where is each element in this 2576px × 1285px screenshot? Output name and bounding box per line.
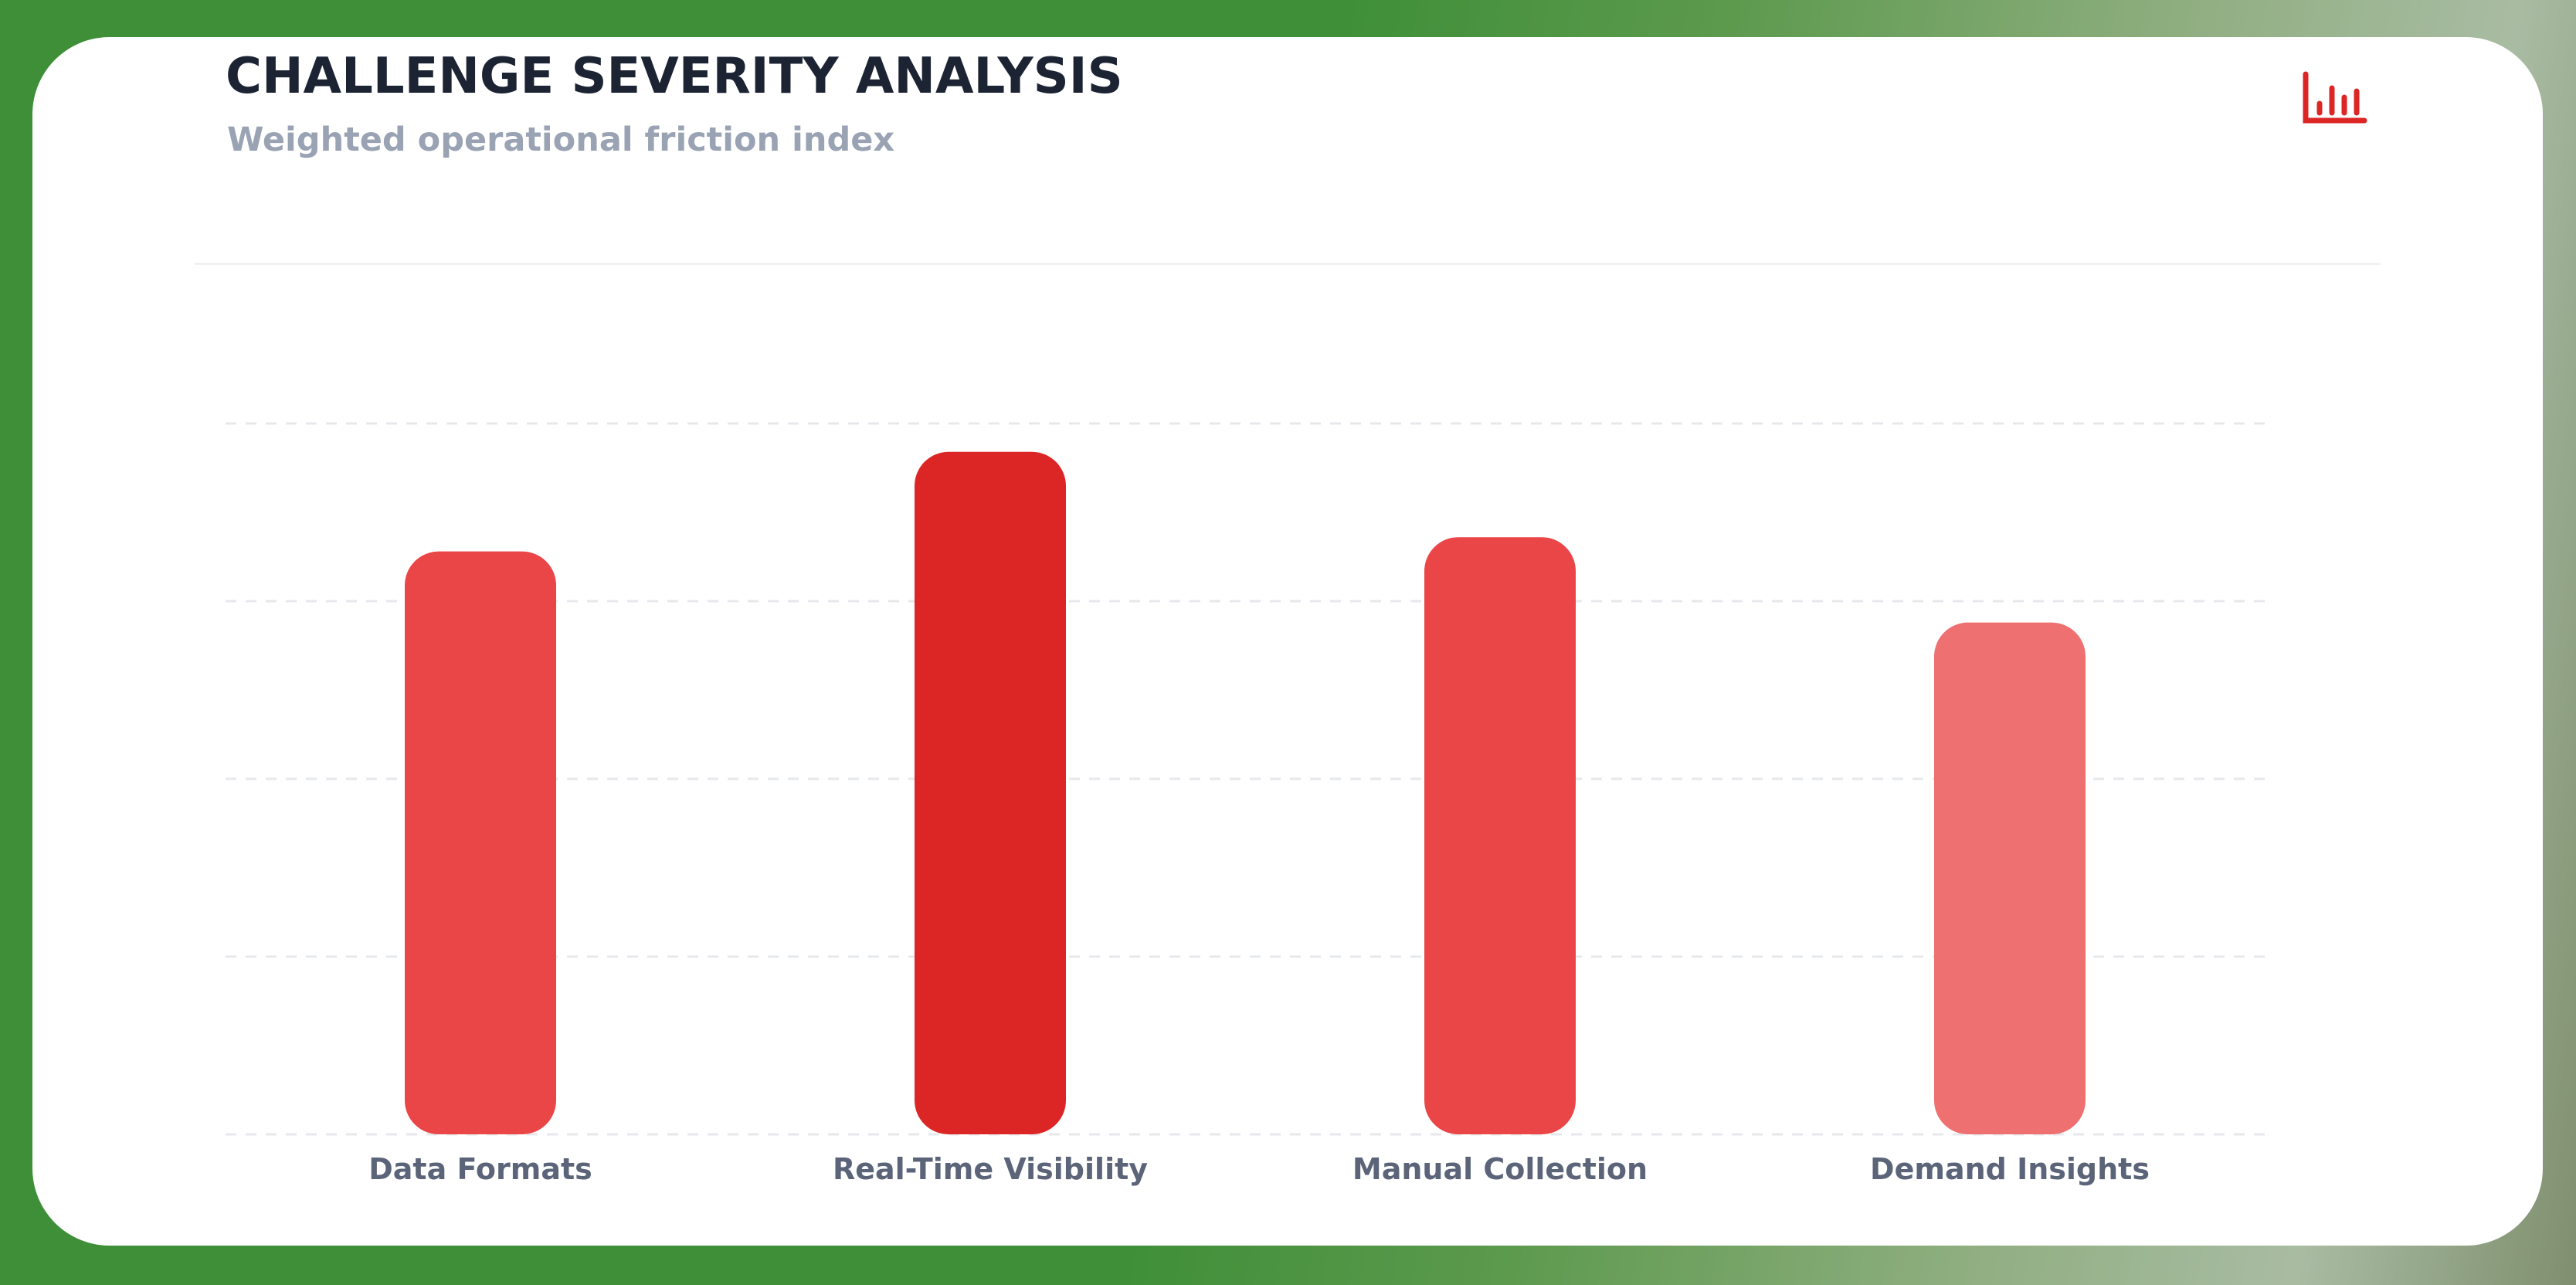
x-label-manual-collection: Manual Collection <box>1352 1152 1648 1186</box>
chart-card: CHALLENGE SEVERITY ANALYSIS Weighted ope… <box>32 37 2543 1246</box>
x-label-real-time-visibility: Real-Time Visibility <box>833 1152 1148 1186</box>
bar-demand-insights[interactable] <box>1934 622 2086 1134</box>
bars <box>405 451 2086 1134</box>
chart-subtitle: Weighted operational friction index <box>227 121 895 159</box>
bar-chart: Data Formats Real-Time Visibility Manual C… <box>226 422 2265 1186</box>
bar-manual-collection[interactable] <box>1424 537 1576 1134</box>
header-divider <box>195 263 2381 265</box>
x-axis-labels: Data Formats Real-Time Visibility Manual C… <box>368 1152 2150 1186</box>
bar-chart-icon[interactable] <box>2299 70 2369 128</box>
bar-real-time-visibility[interactable] <box>915 451 1066 1134</box>
x-label-data-formats: Data Formats <box>368 1152 592 1186</box>
bar-data-formats[interactable] <box>405 551 556 1134</box>
chart-title: CHALLENGE SEVERITY ANALYSIS <box>226 48 1123 105</box>
x-label-demand-insights: Demand Insights <box>1870 1152 2150 1186</box>
